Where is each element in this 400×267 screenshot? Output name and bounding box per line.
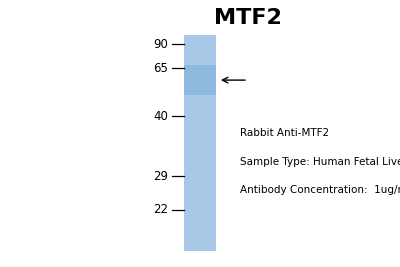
Text: Antibody Concentration:  1ug/mL: Antibody Concentration: 1ug/mL	[240, 184, 400, 195]
Bar	[184, 35, 216, 251]
Text: 29: 29	[153, 170, 168, 183]
Text: MTF2: MTF2	[214, 8, 282, 28]
Text: 90: 90	[153, 38, 168, 50]
Text: Sample Type: Human Fetal Liver: Sample Type: Human Fetal Liver	[240, 156, 400, 167]
Text: Rabbit Anti-MTF2: Rabbit Anti-MTF2	[240, 128, 329, 139]
Text: 22: 22	[153, 203, 168, 216]
Text: 65: 65	[153, 62, 168, 74]
Bar	[184, 65, 216, 95]
Text: 40: 40	[153, 110, 168, 123]
